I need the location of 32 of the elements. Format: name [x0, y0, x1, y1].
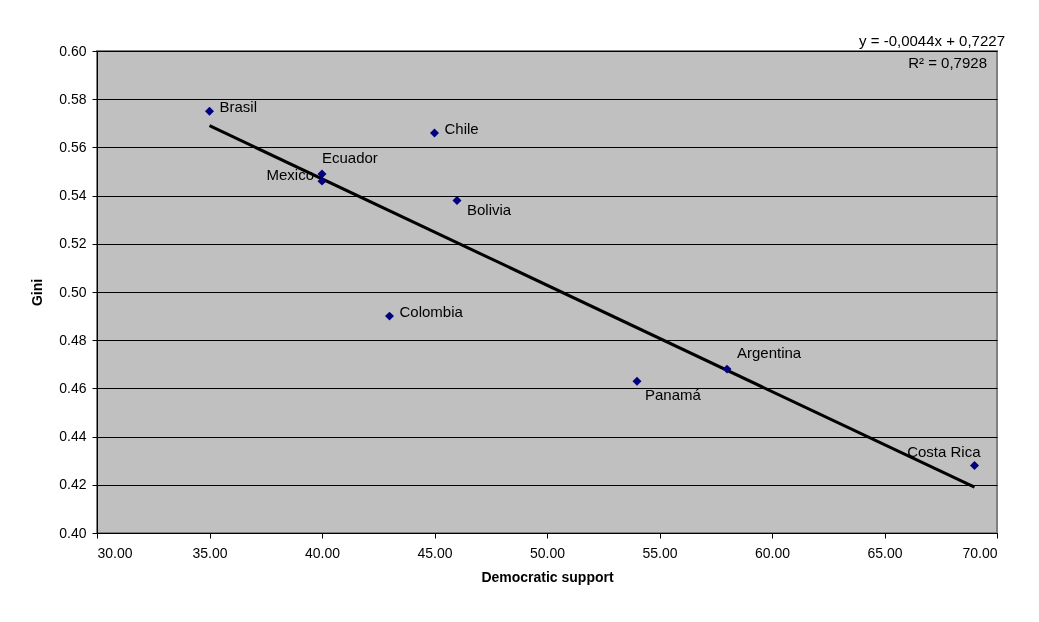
y-tick-label: 0.48 [59, 331, 87, 348]
x-tick-label: 35.00 [192, 544, 228, 561]
x-tick-label: 70.00 [962, 544, 998, 561]
y-tick-label: 0.46 [59, 379, 87, 396]
y-tick-label: 0.52 [59, 235, 87, 252]
annotation: Chile [444, 119, 479, 137]
x-tick-label: 60.00 [754, 544, 791, 561]
y-tick-label: 0.58 [59, 90, 87, 107]
y-tick-label: 0.60 [59, 42, 87, 59]
y-tick-label: 0.40 [59, 524, 87, 541]
x-tick-label: 55.00 [642, 544, 678, 561]
annotation: Colombia [399, 303, 464, 321]
x-tick-label: 50.00 [529, 544, 566, 561]
annotation: Argentina [737, 344, 802, 362]
y-tick-label: 0.42 [59, 476, 87, 493]
annotation: Bolivia [467, 201, 512, 219]
x-tick-label: 30.00 [97, 544, 133, 561]
annotation: R² = 0,7928 [908, 54, 987, 71]
y-axis-title: Gini [29, 278, 46, 307]
y-tick-label: 0.44 [59, 428, 87, 445]
annotation: Brasil [219, 98, 258, 116]
annotation: Ecuador [322, 148, 378, 166]
text: y = -0,0044x + 0,7227 [859, 32, 1005, 49]
annotation: Panamá [645, 386, 702, 404]
x-axis-title: Democratic support [481, 568, 614, 585]
x-tick-label: 40.00 [304, 544, 341, 561]
annotation: Costa Rica [907, 442, 982, 460]
y-tick-label: 0.50 [59, 283, 87, 300]
y-tick-label: 0.54 [59, 187, 87, 204]
y-tick-label: 0.56 [59, 138, 87, 155]
x-tick-label: 45.00 [417, 544, 453, 561]
x-tick-label: 65.00 [867, 544, 903, 561]
